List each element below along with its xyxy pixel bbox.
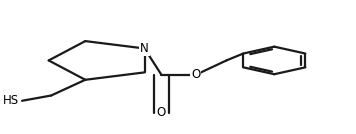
Text: O: O [191, 68, 200, 81]
Text: HS: HS [2, 94, 19, 107]
Text: O: O [157, 106, 166, 119]
Text: N: N [140, 42, 149, 55]
